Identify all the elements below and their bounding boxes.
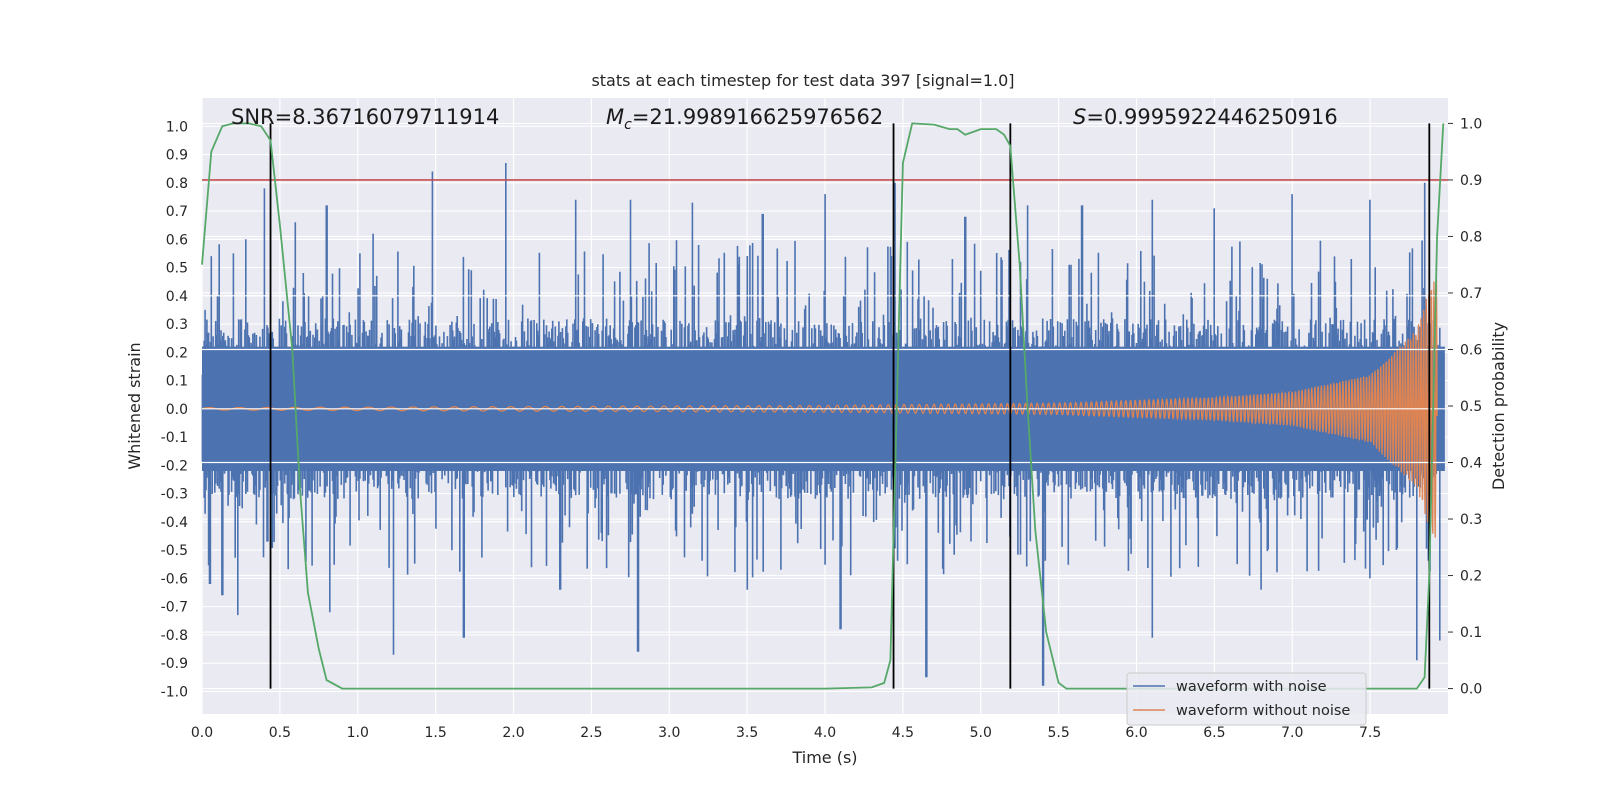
y-tick-label: 0.9 <box>166 148 188 164</box>
x-tick-label: 7.5 <box>1359 725 1381 741</box>
y-tick-label: 1.0 <box>166 119 188 135</box>
y2-tick-label: 0.4 <box>1460 456 1482 472</box>
y-tick-label: -0.3 <box>161 487 188 503</box>
y-tick-label: -0.1 <box>161 430 188 446</box>
score-symbol: S <box>1073 105 1086 129</box>
plot-data <box>201 122 1448 690</box>
y2-tick-label: 0.3 <box>1460 512 1482 528</box>
score-annotation: S=0.9995922446250916 <box>1073 105 1338 129</box>
y-tick-label: -0.2 <box>161 458 188 474</box>
y-tick-label: -0.6 <box>161 571 188 587</box>
chirp-mass-symbol: M <box>606 105 624 129</box>
x-tick-label: 2.0 <box>502 725 524 741</box>
x-tick-label: 3.0 <box>658 725 680 741</box>
legend-box <box>1126 672 1367 726</box>
x-tick-label: 4.0 <box>814 725 836 741</box>
y2-tick-label: 0.0 <box>1460 682 1482 698</box>
x-tick-label: 7.0 <box>1281 725 1303 741</box>
y2-tick-label: 0.2 <box>1460 569 1482 585</box>
y2-tick-label: 1.0 <box>1460 116 1482 132</box>
y2-tick-label: 0.9 <box>1460 173 1482 189</box>
legend-label-noisy: waveform with noise <box>1176 679 1327 695</box>
y-axis-right: 0.0 0.1 0.2 0.3 0.4 0.5 0.6 0.7 0.8 0.9 1.0 <box>1448 116 1482 698</box>
x-tick-label: 0.5 <box>269 725 291 741</box>
x-tick-label: 1.5 <box>424 725 446 741</box>
legend: waveform with noise waveform without noi… <box>1126 672 1367 726</box>
x-tick-label: 5.0 <box>970 725 992 741</box>
score-value: =0.9995922446250916 <box>1086 105 1337 129</box>
y-tick-label: -0.8 <box>161 628 188 644</box>
chart-title: stats at each timestep for test data 397… <box>591 71 1014 90</box>
x-tick-label: 5.5 <box>1047 725 1069 741</box>
snr-annotation: SNR=8.36716079711914 <box>231 105 499 129</box>
y-tick-label: -0.5 <box>161 543 188 559</box>
series-detection-probability <box>201 122 1445 690</box>
y-tick-label: -0.4 <box>161 515 188 531</box>
y2-axis-label: Detection probability <box>1489 322 1508 490</box>
y2-tick-label: 0.7 <box>1460 286 1482 302</box>
y2-tick-label: 0.1 <box>1460 625 1482 641</box>
x-tick-label: 2.5 <box>580 725 602 741</box>
chirp-mass-subscript: c <box>624 117 632 133</box>
y-tick-label: -0.9 <box>161 656 188 672</box>
x-tick-label: 1.0 <box>347 725 369 741</box>
chirp-mass-value: =21.998916625976562 <box>632 105 883 129</box>
y-axis-label: Whitened strain <box>125 342 144 469</box>
x-tick-label: 6.5 <box>1203 725 1225 741</box>
y-tick-label: 0.4 <box>166 289 188 305</box>
y-tick-label: 0.1 <box>166 374 188 390</box>
chirp-mass-annotation: Mc=21.998916625976562 <box>606 105 883 133</box>
x-tick-label: 0.0 <box>191 725 213 741</box>
y2-tick-label: 0.8 <box>1460 229 1482 245</box>
x-axis: 0.0 0.5 1.0 1.5 2.0 2.5 3.0 3.5 4.0 4.5 5.0 5.5 6.0 6… <box>191 725 1381 741</box>
x-axis-label: Time (s) <box>791 748 857 767</box>
y-tick-label: 0.7 <box>166 204 188 220</box>
y2-tick-label: 0.5 <box>1460 399 1482 415</box>
y-tick-label: 0.2 <box>166 345 188 361</box>
y-tick-label: 0.8 <box>166 176 188 192</box>
y2-tick-label: 0.6 <box>1460 342 1482 358</box>
y-tick-label: -0.7 <box>161 600 188 616</box>
y-tick-label: 0.5 <box>166 261 188 277</box>
y-tick-label: 0.6 <box>166 232 188 248</box>
x-tick-label: 3.5 <box>736 725 758 741</box>
y-axis-left: 1.0 0.9 0.8 0.7 0.6 0.5 0.4 0.3 0.2 0.1 0.0 -0.1 -0.… <box>161 119 188 700</box>
legend-label-clean: waveform without noise <box>1176 703 1350 719</box>
y-tick-label: 0.0 <box>166 402 188 418</box>
x-tick-label: 6.0 <box>1125 725 1147 741</box>
y-tick-label: 0.3 <box>166 317 188 333</box>
y-tick-label: -1.0 <box>161 684 188 700</box>
x-tick-label: 4.5 <box>892 725 914 741</box>
